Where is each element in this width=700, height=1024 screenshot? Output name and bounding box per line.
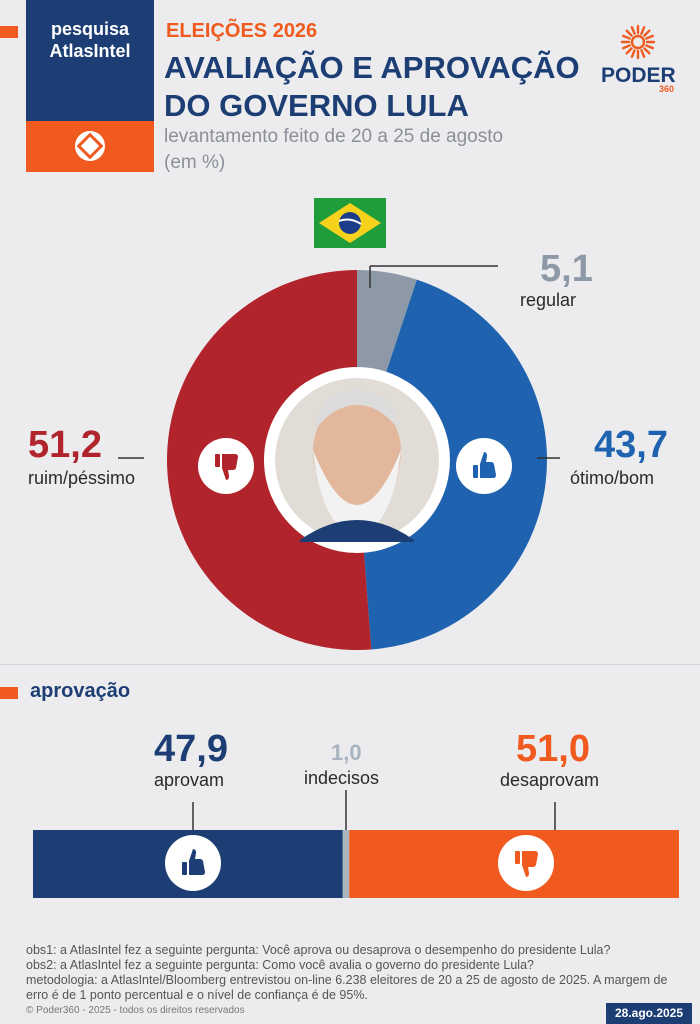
- copyright: © Poder360 - 2025 - todos os direitos re…: [26, 1005, 245, 1016]
- section-accent-bar: [0, 687, 18, 699]
- donut-slice--timo-bom: [357, 279, 548, 650]
- indecisos-label: indecisos: [304, 768, 380, 788]
- otimo-value: 43,7: [594, 424, 668, 466]
- atlas-logo-icon: [75, 131, 105, 161]
- brand-line2: AtlasIntel: [49, 41, 131, 61]
- portrait-face: [313, 398, 401, 506]
- subtitle-line2: (em %): [164, 152, 226, 173]
- regular-label: regular: [520, 290, 577, 310]
- poder360-sun-icon: [620, 24, 656, 60]
- sun-ray: [645, 44, 654, 50]
- subtitle-line1: levantamento feito de 20 a 25 de agosto: [164, 126, 504, 147]
- logo-number: 360: [659, 84, 675, 94]
- sun-ray: [640, 49, 646, 58]
- sun-ray: [645, 34, 654, 40]
- aprovam-value: 47,9: [154, 728, 228, 770]
- notes: obs1: a AtlasIntel fez a seguinte pergun…: [26, 943, 676, 1003]
- kicker: ELEIÇÕES 2026: [166, 20, 318, 42]
- sun-ray: [630, 26, 636, 35]
- sun-ray: [625, 47, 633, 55]
- thumbs-up-icon: [182, 849, 205, 875]
- note-methodology: metodologia: a AtlasIntel/Bloomberg entr…: [26, 973, 668, 1002]
- note-obs2: obs2: a AtlasIntel fez a seguinte pergun…: [26, 958, 534, 972]
- accent-bar: [0, 26, 18, 38]
- brand-label: pesquisa AtlasIntel: [26, 18, 154, 62]
- thumbs-up-icon: [473, 452, 496, 478]
- brand-line1: pesquisa: [50, 19, 130, 39]
- ruim-label: ruim/péssimo: [28, 468, 136, 488]
- sun-ray: [640, 26, 646, 35]
- sun-ray: [622, 34, 631, 40]
- section-divider: [0, 664, 700, 665]
- desaprovam-label: desaprovam: [500, 770, 600, 790]
- donut-chart: [118, 265, 560, 650]
- sun-ray: [643, 47, 651, 55]
- brazil-flag-icon: [314, 198, 386, 248]
- sun-ray: [630, 49, 636, 58]
- brand-box: [26, 0, 154, 121]
- otimo-label: ótimo/bom: [570, 468, 655, 488]
- page-title: AVALIAÇÃO E APROVAÇÃO DO GOVERNO LULA: [164, 49, 584, 125]
- sun-ray: [625, 29, 633, 37]
- aprovam-label: aprovam: [154, 770, 225, 790]
- sun-ray: [622, 44, 631, 50]
- title-line1: AVALIAÇÃO E APROVAÇÃO: [164, 50, 580, 85]
- bar-indecisos: [342, 830, 350, 898]
- sun-ray: [643, 29, 651, 37]
- subtitle: levantamento feito de 20 a 25 de agosto …: [164, 124, 564, 176]
- indecisos-value: 1,0: [331, 740, 362, 765]
- approval-bar-chart: [33, 790, 679, 898]
- thumbs-down-icon: [515, 851, 538, 877]
- date-badge: 28.ago.2025: [606, 1003, 692, 1024]
- note-obs1: obs1: a AtlasIntel fez a seguinte pergun…: [26, 943, 611, 957]
- portrait-beard: [313, 450, 401, 535]
- logo-word: PODER: [601, 64, 676, 87]
- portrait-hair: [315, 390, 399, 430]
- title-line2: DO GOVERNO LULA: [164, 88, 469, 123]
- thumbs-down-icon: [215, 454, 238, 480]
- regular-value: 5,1: [540, 248, 593, 290]
- ruim-value: 51,2: [28, 424, 102, 466]
- desaprovam-value: 51,0: [516, 728, 590, 770]
- section-title: aprovação: [30, 680, 131, 702]
- portrait-suit: [300, 520, 414, 542]
